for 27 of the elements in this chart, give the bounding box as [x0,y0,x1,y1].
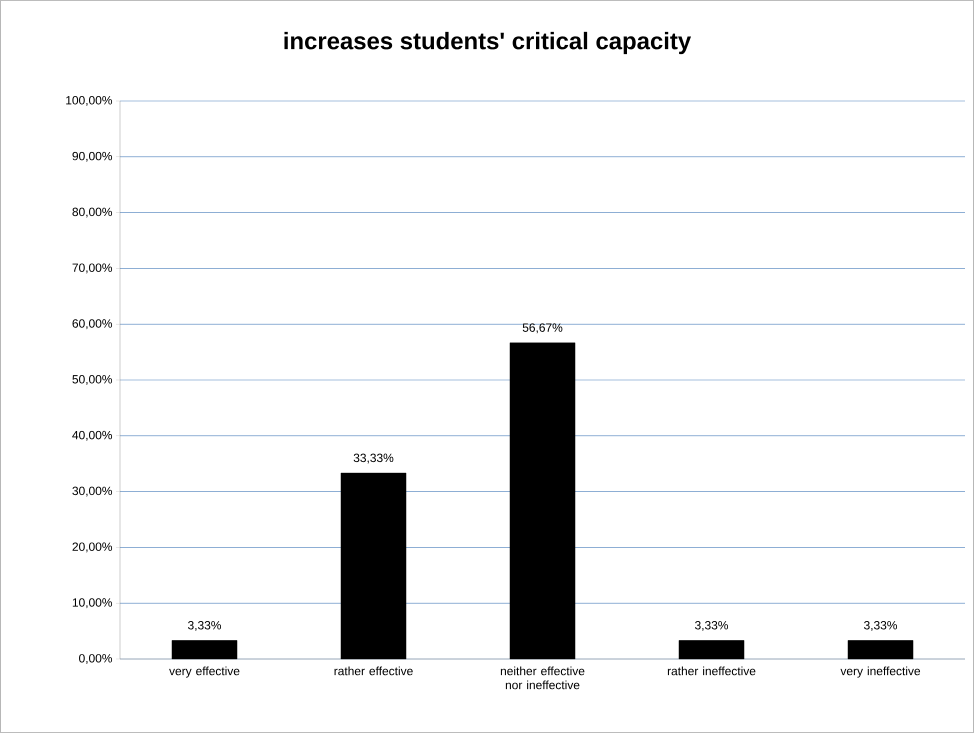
x-tick-label: very ineffective [840,666,920,678]
y-tick-label: 10,00% [72,598,112,608]
y-tick-label: 80,00% [72,208,112,218]
chart-title: increases students' critical capacity [284,32,692,54]
data-label: 3,33% [188,621,222,631]
y-tick-label: 50,00% [72,375,112,385]
y-tick-label: 20,00% [72,542,112,552]
x-tick-label: neither effective nor ineffective [500,666,584,690]
x-tick-label: rather ineffective [668,666,756,676]
bar [848,640,914,660]
data-label: 56,67% [522,323,562,334]
x-tick-label: rather effective [334,666,413,676]
x-tick-label: very effective [169,666,240,678]
y-tick-label: 40,00% [72,430,112,441]
data-label: 3,33% [864,621,898,631]
data-label: 33,33% [354,454,394,464]
y-tick-label: 90,00% [72,152,112,162]
y-tick-label: 60,00% [72,319,112,330]
y-tick-label: 70,00% [72,263,112,274]
bar [172,640,238,660]
bar [340,472,406,660]
y-tick-label: 30,00% [72,486,112,497]
bar [678,640,744,660]
y-tick-label: 100,00% [66,96,112,106]
bar [510,342,576,660]
y-tick-label: 0,00% [79,654,112,664]
data-label: 3,33% [695,621,728,631]
